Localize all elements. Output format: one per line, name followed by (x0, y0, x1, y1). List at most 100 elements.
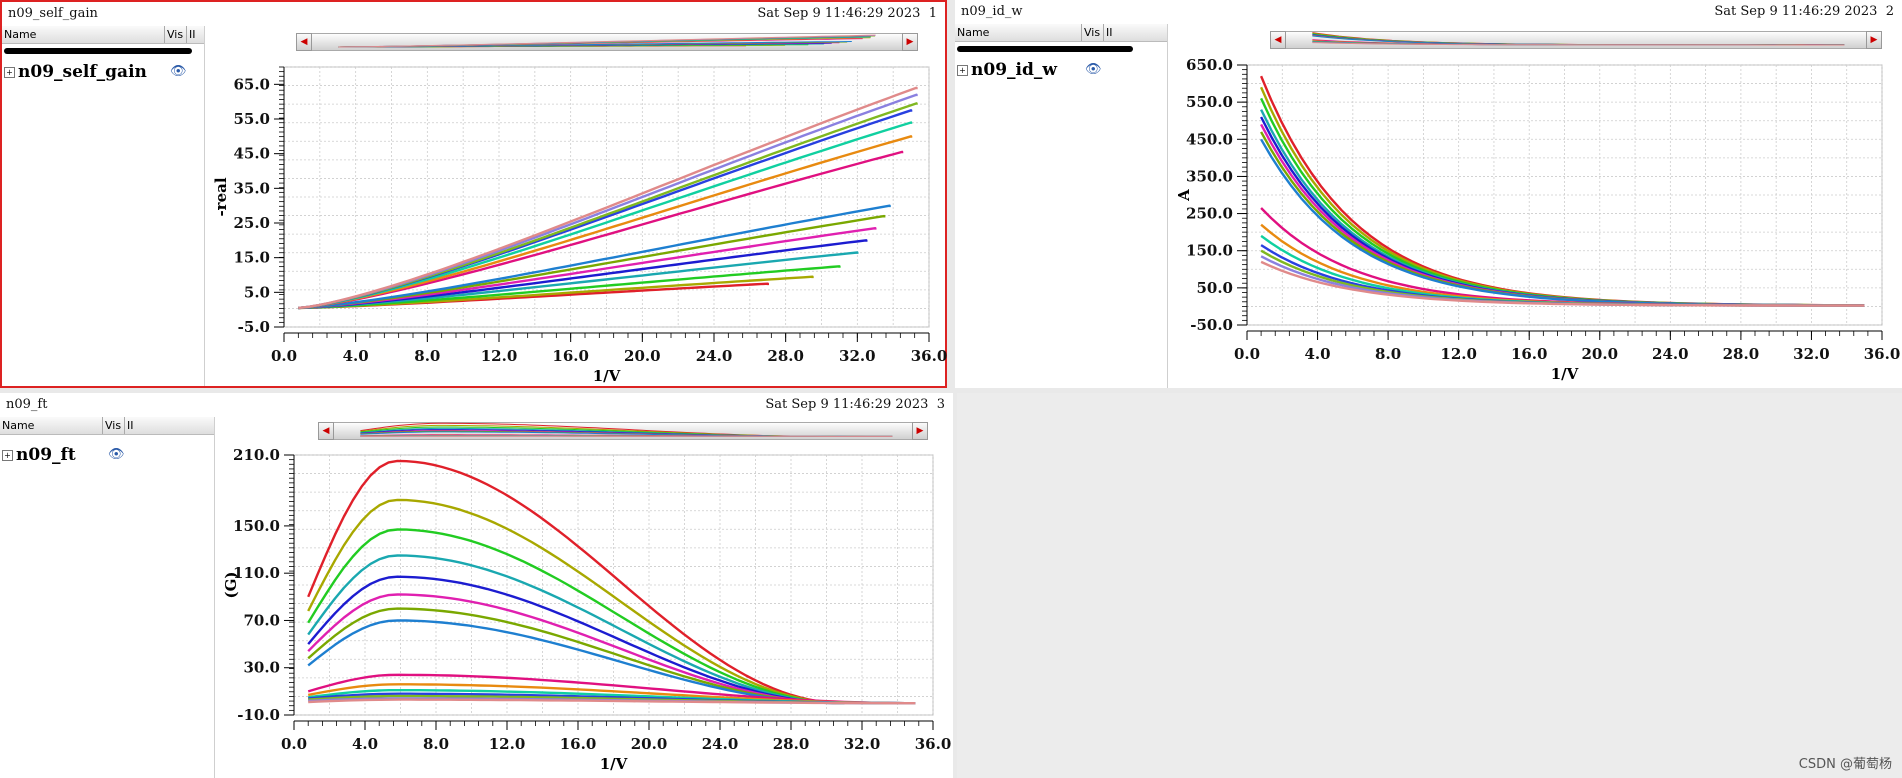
x-tick-label: 36.0 (911, 347, 948, 365)
graph-window-1[interactable]: n09_self_gain Sat Sep 9 11:46:29 2023 1 … (0, 0, 947, 388)
trace-label: n09_ft (16, 445, 76, 465)
x-tick-label: 32.0 (844, 735, 881, 753)
y-tick-label: 45.0 (233, 145, 270, 163)
scroller-preview (1312, 32, 1845, 46)
x-axis-label: 1/V (600, 755, 628, 773)
x-tick-label: 32.0 (1793, 345, 1830, 363)
trace-label: n09_id_w (971, 60, 1057, 80)
x-tick-label: 12.0 (481, 347, 518, 365)
scroller-preview (338, 34, 876, 48)
col-vis[interactable]: Vis (1084, 26, 1101, 39)
trace-item[interactable]: + n09_ft (2, 445, 76, 465)
title-bar: n09_ft Sat Sep 9 11:46:29 2023 3 (0, 393, 953, 415)
x-tick-label: 4.0 (1305, 345, 1331, 363)
self-gain-chart[interactable]: 0.0 4.0 8.0 12.0 16.0 20.0 24.0 28.0 32.0 36.0 -5.… (204, 57, 949, 387)
x-tick-label: 20.0 (624, 347, 661, 365)
col-ii[interactable]: II (1106, 26, 1113, 39)
col-name[interactable]: Name (4, 28, 37, 41)
series-line-s3 (298, 265, 841, 310)
window-date: Sat Sep 9 11:46:29 2023 1 (757, 6, 937, 21)
x-tick-label: 4.0 (352, 735, 378, 753)
id-w-chart[interactable]: 0.0 4.0 8.0 12.0 16.0 20.0 24.0 28.0 32.0 36.0 -50… (1167, 55, 1902, 385)
x-tick-label: 36.0 (915, 735, 952, 753)
title-bar: n09_self_gain Sat Sep 9 11:46:29 2023 1 (2, 2, 945, 24)
series-line-s6 (307, 593, 845, 705)
col-name[interactable]: Name (957, 26, 990, 39)
window-date: Sat Sep 9 11:46:29 2023 3 (765, 397, 945, 412)
title-bar: n09_id_w Sat Sep 9 11:46:29 2023 2 (955, 0, 1902, 22)
y-tick-label: 50.0 (1196, 279, 1233, 297)
series-line-s5 (307, 575, 845, 705)
y-tick-label: 150.0 (233, 517, 280, 535)
zoom-scroller[interactable]: ◀ ▶ (1270, 28, 1882, 50)
series-line-s8 (298, 204, 891, 310)
left-arrow-icon[interactable]: ◀ (296, 33, 312, 51)
series-line-s3 (307, 528, 845, 705)
x-tick-label: 8.0 (423, 735, 449, 753)
x-tick-label: 28.0 (773, 735, 810, 753)
zoom-scroller[interactable]: ◀ ▶ (296, 30, 918, 52)
y-tick-label: 5.0 (244, 283, 270, 301)
y-tick-label: 15.0 (233, 249, 270, 267)
ft-chart[interactable]: 0.0 4.0 8.0 12.0 16.0 20.0 24.0 28.0 32.0 36.0 -10… (214, 445, 953, 775)
col-ii[interactable]: II (127, 419, 134, 432)
y-axis-label: -real (212, 177, 230, 216)
series-line-s9 (298, 150, 904, 310)
y-tick-label: 25.0 (233, 214, 270, 232)
x-tick-label: 0.0 (271, 347, 297, 365)
trace-list: Name Vis II + n09_ft 👁 (0, 417, 215, 778)
y-tick-label: 210.0 (233, 446, 280, 464)
plus-box-icon[interactable]: + (4, 67, 15, 78)
x-tick-label: 28.0 (767, 347, 804, 365)
x-axis-label: 1/V (593, 367, 621, 385)
y-tick-label: 150.0 (1186, 242, 1233, 260)
plus-box-icon[interactable]: + (2, 450, 13, 461)
trace-item[interactable]: + n09_self_gain (4, 62, 147, 82)
trace-group-bar (4, 48, 192, 54)
trace-list: Name Vis II + n09_self_gain 👁 (2, 26, 205, 386)
right-arrow-icon[interactable]: ▶ (1866, 31, 1882, 49)
series-line-s15 (1260, 260, 1865, 307)
y-tick-label: 550.0 (1186, 93, 1233, 111)
col-vis[interactable]: Vis (167, 28, 184, 41)
series-line-s4 (307, 554, 845, 705)
x-tick-label: 20.0 (1582, 345, 1619, 363)
y-tick-label: 350.0 (1186, 167, 1233, 185)
y-tick-label: -5.0 (238, 318, 270, 336)
series-line-s6 (298, 226, 877, 310)
col-name[interactable]: Name (2, 419, 35, 432)
x-tick-label: 4.0 (343, 347, 369, 365)
eye-icon[interactable]: 👁 (108, 447, 125, 462)
graph-window-2[interactable]: n09_id_w Sat Sep 9 11:46:29 2023 2 Name … (955, 0, 1902, 388)
trace-list-header: Name Vis II (2, 26, 204, 44)
y-tick-label: 70.0 (243, 611, 280, 629)
y-axis-label: (G) (222, 571, 240, 598)
trace-list-header: Name Vis II (955, 24, 1167, 42)
right-arrow-icon[interactable]: ▶ (902, 33, 918, 51)
col-ii[interactable]: II (189, 28, 196, 41)
eye-icon[interactable]: 👁 (170, 64, 187, 79)
left-arrow-icon[interactable]: ◀ (318, 422, 334, 440)
x-tick-label: 28.0 (1723, 345, 1760, 363)
x-axis-label: 1/V (1551, 365, 1579, 383)
plus-box-icon[interactable]: + (957, 65, 968, 76)
trace-item[interactable]: + n09_id_w (957, 60, 1057, 80)
eye-icon[interactable]: 👁 (1085, 62, 1102, 77)
y-tick-label: 650.0 (1186, 56, 1233, 74)
left-arrow-icon[interactable]: ◀ (1270, 31, 1286, 49)
trace-list-header: Name Vis II (0, 417, 214, 435)
x-tick-label: 24.0 (1652, 345, 1689, 363)
col-vis[interactable]: Vis (105, 419, 122, 432)
zoom-scroller[interactable]: ◀ ▶ (318, 419, 928, 441)
x-tick-label: 36.0 (1864, 345, 1901, 363)
right-arrow-icon[interactable]: ▶ (912, 422, 928, 440)
y-tick-label: 450.0 (1186, 130, 1233, 148)
x-tick-label: 20.0 (631, 735, 668, 753)
series-line-s2 (307, 498, 845, 705)
x-tick-label: 8.0 (1375, 345, 1401, 363)
series-line-s1 (307, 459, 845, 705)
y-tick-label: -50.0 (1190, 316, 1233, 334)
graph-window-3[interactable]: n09_ft Sat Sep 9 11:46:29 2023 3 Name Vi… (0, 393, 953, 778)
series-line-s4 (298, 251, 859, 310)
y-tick-label: 250.0 (1186, 205, 1233, 223)
